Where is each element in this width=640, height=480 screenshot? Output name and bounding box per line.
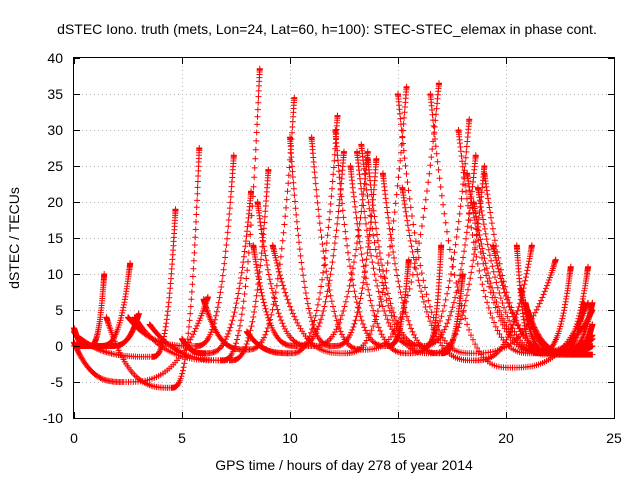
x-tick-label: 5: [178, 430, 186, 446]
x-tick-labels: 0 5 10 15 20 25: [70, 430, 622, 446]
x-axis-label: GPS time / hours of day 278 of year 2014: [215, 457, 473, 473]
y-axis-label: dSTEC / TECUs: [6, 187, 22, 289]
y-tick-label: 20: [47, 194, 63, 210]
y-tick-label: 40: [47, 50, 63, 66]
y-tick-label: 15: [47, 230, 63, 246]
series-markers: [71, 65, 596, 391]
y-tick-label: 35: [47, 86, 63, 102]
y-tick-label: 5: [55, 302, 63, 318]
chart-title: dSTEC Iono. truth (mets, Lon=24, Lat=60,…: [57, 21, 597, 37]
x-tick-label: 25: [606, 430, 622, 446]
y-tick-label: -10: [43, 410, 63, 426]
series-points: [71, 65, 596, 391]
y-tick-labels: -10 -5 0 5 10 15 20 25 30 35 40: [43, 50, 63, 426]
axis-ticks: [74, 58, 615, 419]
x-tick-label: 0: [70, 430, 78, 446]
x-tick-label: 20: [498, 430, 514, 446]
y-tick-label: 0: [55, 338, 63, 354]
plot-frame: [73, 57, 615, 419]
x-tick-label: 10: [282, 430, 298, 446]
grid: [74, 58, 614, 418]
x-tick-label: 15: [390, 430, 406, 446]
y-tick-label: 10: [47, 266, 63, 282]
y-tick-label: 30: [47, 122, 63, 138]
y-tick-label: 25: [47, 158, 63, 174]
y-tick-label: -5: [51, 374, 64, 390]
